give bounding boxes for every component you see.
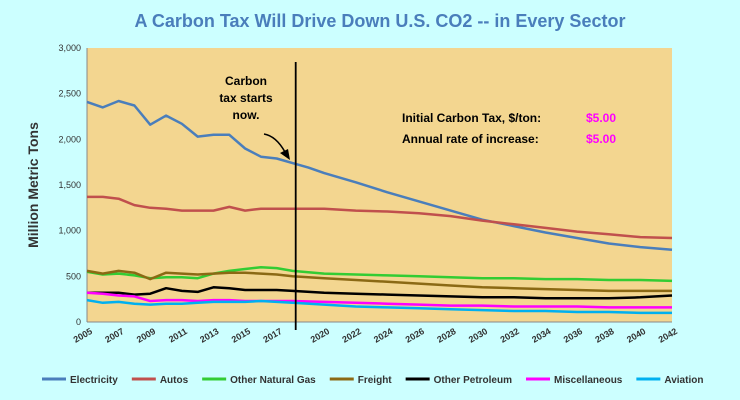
carbon-tax-start-label: Carbon tax starts now. xyxy=(219,74,273,122)
y-tick-labels: 0 500 1,000 1,500 2,000 2,500 3,000 xyxy=(58,43,81,327)
legend-label: Other Natural Gas xyxy=(230,375,316,386)
x-tick-label: 2026 xyxy=(404,326,426,345)
x-tick-label: 2038 xyxy=(593,326,615,345)
legend-label: Electricity xyxy=(70,375,118,386)
x-tick-label: 2017 xyxy=(261,326,283,345)
carbon-tax-arrowhead xyxy=(280,149,290,160)
x-tick-label: 2022 xyxy=(340,326,362,345)
annotation-label: Annual rate of increase: xyxy=(402,132,539,146)
y-tick-label: 1,500 xyxy=(58,180,81,190)
series-lines xyxy=(86,99,673,315)
x-tick-label: 2024 xyxy=(372,326,394,345)
x-tick-label: 2013 xyxy=(198,326,220,345)
legend-label: Autos xyxy=(160,375,189,386)
series-line-freight xyxy=(86,269,672,293)
legend-label: Miscellaneous xyxy=(554,375,623,386)
x-tick-label: 2034 xyxy=(530,326,552,345)
legend-label: Aviation xyxy=(664,375,703,386)
y-tick-label: 3,000 xyxy=(58,43,81,53)
x-tick-label: 2028 xyxy=(435,326,457,345)
x-tick-label: 2005 xyxy=(72,326,94,345)
y-tick-label: 1,000 xyxy=(58,226,81,236)
y-tick-label: 2,500 xyxy=(58,89,81,99)
x-tick-label: 2030 xyxy=(467,326,489,345)
y-axis-label: Million Metric Tons xyxy=(25,122,41,248)
x-tick-label: 2042 xyxy=(657,326,679,345)
x-tick-label: 2036 xyxy=(562,326,584,345)
x-tick-label: 2032 xyxy=(499,326,521,345)
y-tick-label: 2,000 xyxy=(58,134,81,144)
chart-title: A Carbon Tax Will Drive Down U.S. CO2 --… xyxy=(135,11,626,31)
x-tick-labels: 2005 2007 2009 2011 2013 2015 2017 2020 2022 2024… xyxy=(72,326,679,345)
series-line-aviation xyxy=(86,298,672,315)
legend-label: Freight xyxy=(358,375,393,386)
x-tick-label: 2020 xyxy=(309,326,331,345)
annotations: Carbon tax starts now. Initial Carbon Tax, … xyxy=(219,62,616,330)
legend-label: Other Petroleum xyxy=(434,375,512,386)
x-tick-label: 2009 xyxy=(135,326,157,345)
series-line-miscellaneous xyxy=(86,291,672,309)
annotation-value: $5.00 xyxy=(586,111,616,125)
y-tick-label: 0 xyxy=(76,317,81,327)
y-tick-label: 500 xyxy=(66,271,81,281)
series-line-autos xyxy=(87,195,673,240)
x-tick-label: 2011 xyxy=(167,326,189,344)
annotation-label: Initial Carbon Tax, $/ton: xyxy=(402,111,541,125)
x-tick-label: 2007 xyxy=(103,326,125,345)
x-tick-label: 2015 xyxy=(230,326,252,345)
x-tick-label: 2040 xyxy=(625,326,647,345)
carbon-tax-arrow xyxy=(263,133,286,153)
series-line-other-petroleum xyxy=(87,286,673,300)
series-line-electricity xyxy=(86,99,673,252)
annotation-value: $5.00 xyxy=(586,132,616,146)
legend: Electricity Autos Other Natural Gas Freight… xyxy=(42,375,703,386)
